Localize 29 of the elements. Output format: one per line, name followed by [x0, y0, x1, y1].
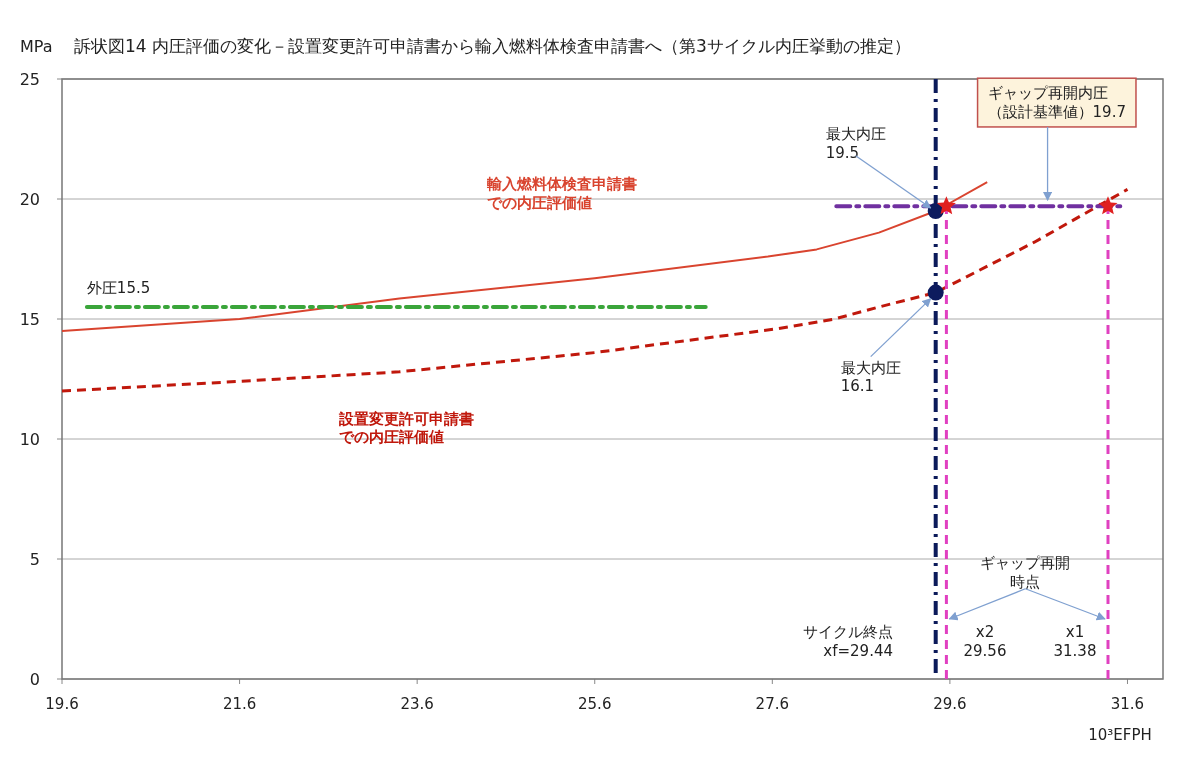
text: 輸入燃料体検査申請書での内圧評価値 — [485, 175, 637, 213]
point — [927, 284, 944, 301]
x-tick-label: 25.6 — [578, 695, 612, 713]
annotation: x2 29.56 — [963, 623, 1007, 660]
y-tick-label: 0 — [29, 670, 40, 689]
y-tick-label: 20 — [19, 190, 40, 209]
y-axis-title: MPa — [20, 37, 53, 56]
x-tick-label: 21.6 — [222, 695, 257, 713]
x-tick-label: 19.6 — [45, 695, 79, 713]
x-tick-label: 23.6 — [400, 695, 434, 713]
annotation: x1 31.38 — [1053, 623, 1097, 660]
y-tick-label: 5 — [29, 550, 40, 569]
point — [1098, 196, 1118, 215]
point — [936, 196, 956, 215]
x-tick-label: 31.6 — [1110, 695, 1145, 713]
y-tick-label: 25 — [19, 70, 40, 89]
x-tick-label: 27.6 — [755, 695, 790, 713]
y-tick-label: 15 — [19, 310, 40, 329]
annotation: 最大内圧 16.1 — [840, 358, 901, 396]
annotation: サイクル終点 xf=29.44 — [803, 623, 893, 660]
series-label: 外圧15.5 — [86, 279, 151, 297]
chart-title: 訴状図14 内圧評価の変化－設置変更許可申請書から輸入燃料体検査申請書へ（第3サイクル内圧挙動の推定） — [74, 36, 911, 56]
text: 設置変更許可申請書での内圧評価値 — [337, 409, 474, 447]
x-axis-title: 10³EFPH — [1088, 726, 1152, 744]
y-tick-label: 10 — [19, 430, 40, 449]
annotation: 最大内圧 19.5 — [825, 125, 886, 162]
annotation: ギャップ再開時点 — [980, 554, 1071, 591]
annotation: ギャップ再開内圧（設計基準値）19.7 — [987, 84, 1126, 121]
x-tick-label: 29.6 — [933, 695, 967, 713]
